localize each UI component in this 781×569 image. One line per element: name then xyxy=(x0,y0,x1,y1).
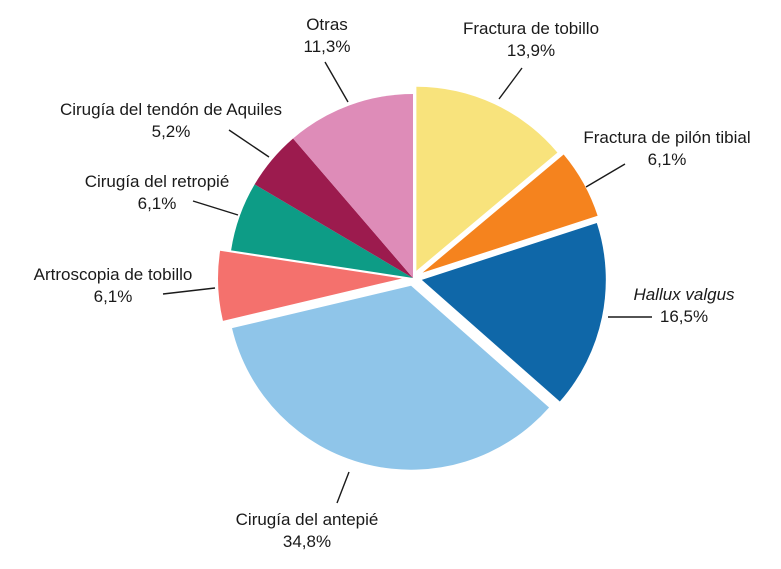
leader-lines-group xyxy=(162,61,652,504)
leader-line-artroscopia-de-tobillo xyxy=(162,287,216,295)
pie-slice-hallux-valgus xyxy=(421,222,606,402)
pie-slices-group xyxy=(218,86,606,470)
leader-line-fractura-de-tobillo xyxy=(498,67,523,100)
pie-slice-otras xyxy=(293,94,413,278)
pie-slice-cirugia-del-retropie xyxy=(231,184,413,278)
pie-slice-artroscopia-de-tobillo xyxy=(218,250,403,321)
leader-line-cirugia-del-retropie xyxy=(192,200,239,216)
leader-line-otras xyxy=(324,61,349,103)
leader-line-fractura-de-pilon-tibial xyxy=(585,163,626,188)
pie-slice-fractura-de-tobillo xyxy=(416,86,558,271)
leader-line-cirugia-del-tendon-de-aquiles xyxy=(228,129,270,158)
pie-slice-cirugia-del-antepie xyxy=(232,285,550,470)
pie-slice-cirugia-del-tendon-de-aquiles xyxy=(254,138,413,278)
pie-slice-fractura-de-pilon-tibial xyxy=(422,154,598,273)
leader-line-cirugia-del-antepie xyxy=(336,471,350,504)
